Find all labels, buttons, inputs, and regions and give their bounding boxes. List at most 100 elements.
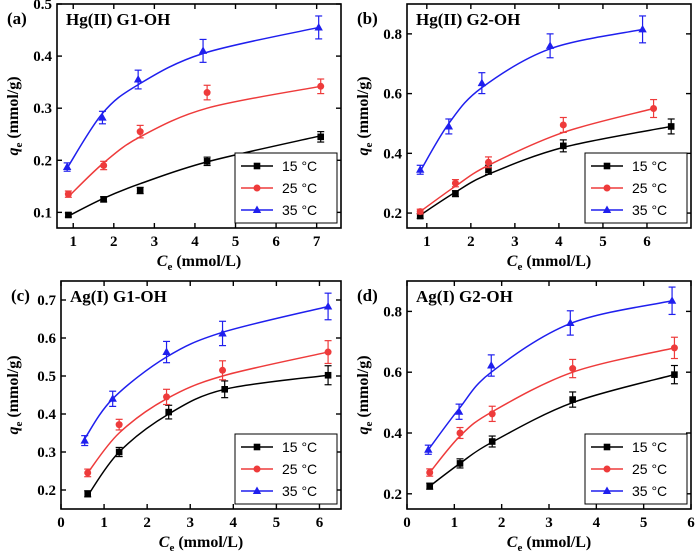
y-axis: 0.2 0.4 0.6 0.8 — [383, 27, 691, 222]
chart-panel-d: 0 1 2 3 4 5 60.20.40.60.8Ce (mmol/L)qe (mmol/g… — [355, 280, 695, 554]
legend-label: 15 °C — [282, 158, 317, 174]
fit-curve-15c — [429, 373, 675, 487]
legend-item-25c: 25 °C — [241, 461, 317, 477]
legend-label: 35 °C — [632, 202, 667, 218]
data-point-square-marker — [488, 438, 496, 445]
y-tick-label: 0.2 — [33, 153, 52, 169]
legend-circle-marker — [603, 184, 611, 192]
x-tick-label: 3 — [151, 234, 159, 250]
legend-label: 25 °C — [632, 180, 667, 196]
y-axis-title-subscript: e — [363, 422, 375, 427]
data-point-triangle-marker — [218, 328, 227, 337]
legend-item-35c: 35 °C — [591, 483, 667, 499]
legend-triangle-marker — [252, 205, 262, 213]
data-point-circle-marker — [488, 410, 496, 418]
legend: 15 °C 25 °C 35 °C — [234, 433, 338, 505]
x-axis-title-unit: (mmol/L) — [172, 253, 241, 270]
legend-item-25c: 25 °C — [591, 461, 667, 477]
legend-item-25c: 25 °C — [591, 180, 667, 196]
series-25c — [426, 336, 678, 477]
x-axis-title: Ce (mmol/L) — [507, 253, 591, 273]
data-point-circle-marker — [115, 421, 123, 429]
x-axis-title-subscript: e — [517, 542, 522, 554]
x-tick-label: 5 — [273, 515, 281, 531]
x-tick-label: 3 — [186, 515, 194, 531]
y-axis-title-unit: (mmol/g) — [355, 76, 372, 142]
x-axis: 1 2 3 4 5 6 — [423, 4, 651, 250]
data-point-square-marker — [416, 212, 424, 220]
y-tick-label: 0.6 — [383, 365, 402, 381]
data-point-square-marker — [324, 371, 332, 379]
x-axis-title-subscript: e — [517, 261, 522, 273]
data-point-circle-marker — [426, 469, 434, 477]
data-point-circle-marker — [484, 158, 492, 166]
panel-title: Hg(II) G2-OH — [416, 10, 520, 29]
legend-square-marker — [253, 443, 261, 451]
x-tick-label: 5 — [599, 234, 607, 250]
data-point-triangle-marker — [108, 394, 117, 402]
data-point-circle-marker — [569, 365, 577, 373]
legend-label: 35 °C — [632, 483, 667, 499]
legend-triangle-marker — [252, 486, 262, 494]
legend-label: 25 °C — [632, 461, 667, 477]
y-tick-label: 0.2 — [37, 483, 56, 499]
data-point-square-marker — [456, 460, 464, 467]
data-point-circle-marker — [203, 89, 211, 97]
series-15c — [426, 364, 678, 490]
data-point-square-marker — [165, 408, 172, 416]
x-axis-title-unit: (mmol/L) — [174, 534, 243, 551]
data-point-triangle-marker — [545, 41, 555, 49]
panel-title: Ag(I) G1-OH — [70, 287, 167, 306]
y-axis-title: qe (mmol/g) — [5, 76, 25, 155]
x-tick-label: 0 — [57, 515, 65, 531]
legend-item-35c: 35 °C — [591, 202, 667, 218]
plot-frame — [406, 3, 692, 229]
legend-square-marker — [253, 162, 261, 170]
y-tick-label: 0.2 — [383, 487, 402, 503]
fit-curve-25c — [419, 107, 654, 213]
x-tick-label: 6 — [316, 515, 324, 531]
series-35c — [424, 286, 677, 455]
x-axis-title-symbol: C — [507, 534, 518, 551]
legend-label: 25 °C — [282, 461, 317, 477]
data-point-square-marker — [84, 490, 92, 498]
y-axis-title: qe (mmol/g) — [355, 76, 375, 155]
fit-curve-25c — [429, 347, 675, 473]
y-axis-title-unit: (mmol/g) — [355, 355, 372, 421]
x-tick-label: 5 — [640, 515, 648, 531]
legend-item-15c: 15 °C — [241, 158, 317, 174]
x-tick-label: 4 — [191, 234, 199, 250]
legend: 15 °C 25 °C 35 °C — [234, 152, 338, 224]
data-point-circle-marker — [650, 105, 658, 113]
series-25c — [84, 340, 332, 478]
x-axis-title: Ce (mmol/L) — [157, 253, 241, 273]
y-axis: 0.2 0.4 0.6 0.8 — [383, 304, 691, 503]
legend-item-25c: 25 °C — [241, 180, 317, 196]
y-tick-label: 0.2 — [383, 206, 402, 222]
data-point-triangle-marker — [162, 347, 171, 356]
series-35c — [416, 15, 647, 175]
data-point-circle-marker — [416, 208, 424, 216]
data-point-circle-marker — [451, 179, 459, 187]
legend-item-15c: 15 °C — [241, 439, 317, 455]
x-axis-title-symbol: C — [507, 253, 518, 270]
chart-panel-a: 1 2 3 4 5 6 70.10.20.30.40.5Ce (mmol/L)qe (mmo… — [5, 0, 342, 273]
x-tick-label: 2 — [110, 234, 118, 250]
data-point-triangle-marker — [133, 75, 143, 83]
fit-curve-15c — [419, 125, 672, 216]
legend-square-marker — [603, 443, 611, 451]
series-35c — [62, 15, 323, 172]
y-axis: 0.1 0.2 0.3 0.4 0.5 — [33, 0, 341, 221]
y-tick-label: 0.4 — [33, 49, 52, 65]
series-35c — [80, 292, 333, 447]
data-point-triangle-marker — [566, 318, 575, 326]
data-point-triangle-marker — [80, 436, 89, 444]
y-tick-label: 0.6 — [383, 87, 402, 103]
panel-title: Hg(II) G1-OH — [66, 10, 170, 29]
data-point-square-marker — [203, 158, 211, 165]
data-point-circle-marker — [163, 393, 171, 401]
legend-triangle-marker — [602, 486, 612, 494]
data-point-square-marker — [485, 166, 492, 174]
y-axis-title-symbol: q — [355, 148, 372, 156]
data-point-square-marker — [667, 123, 675, 130]
